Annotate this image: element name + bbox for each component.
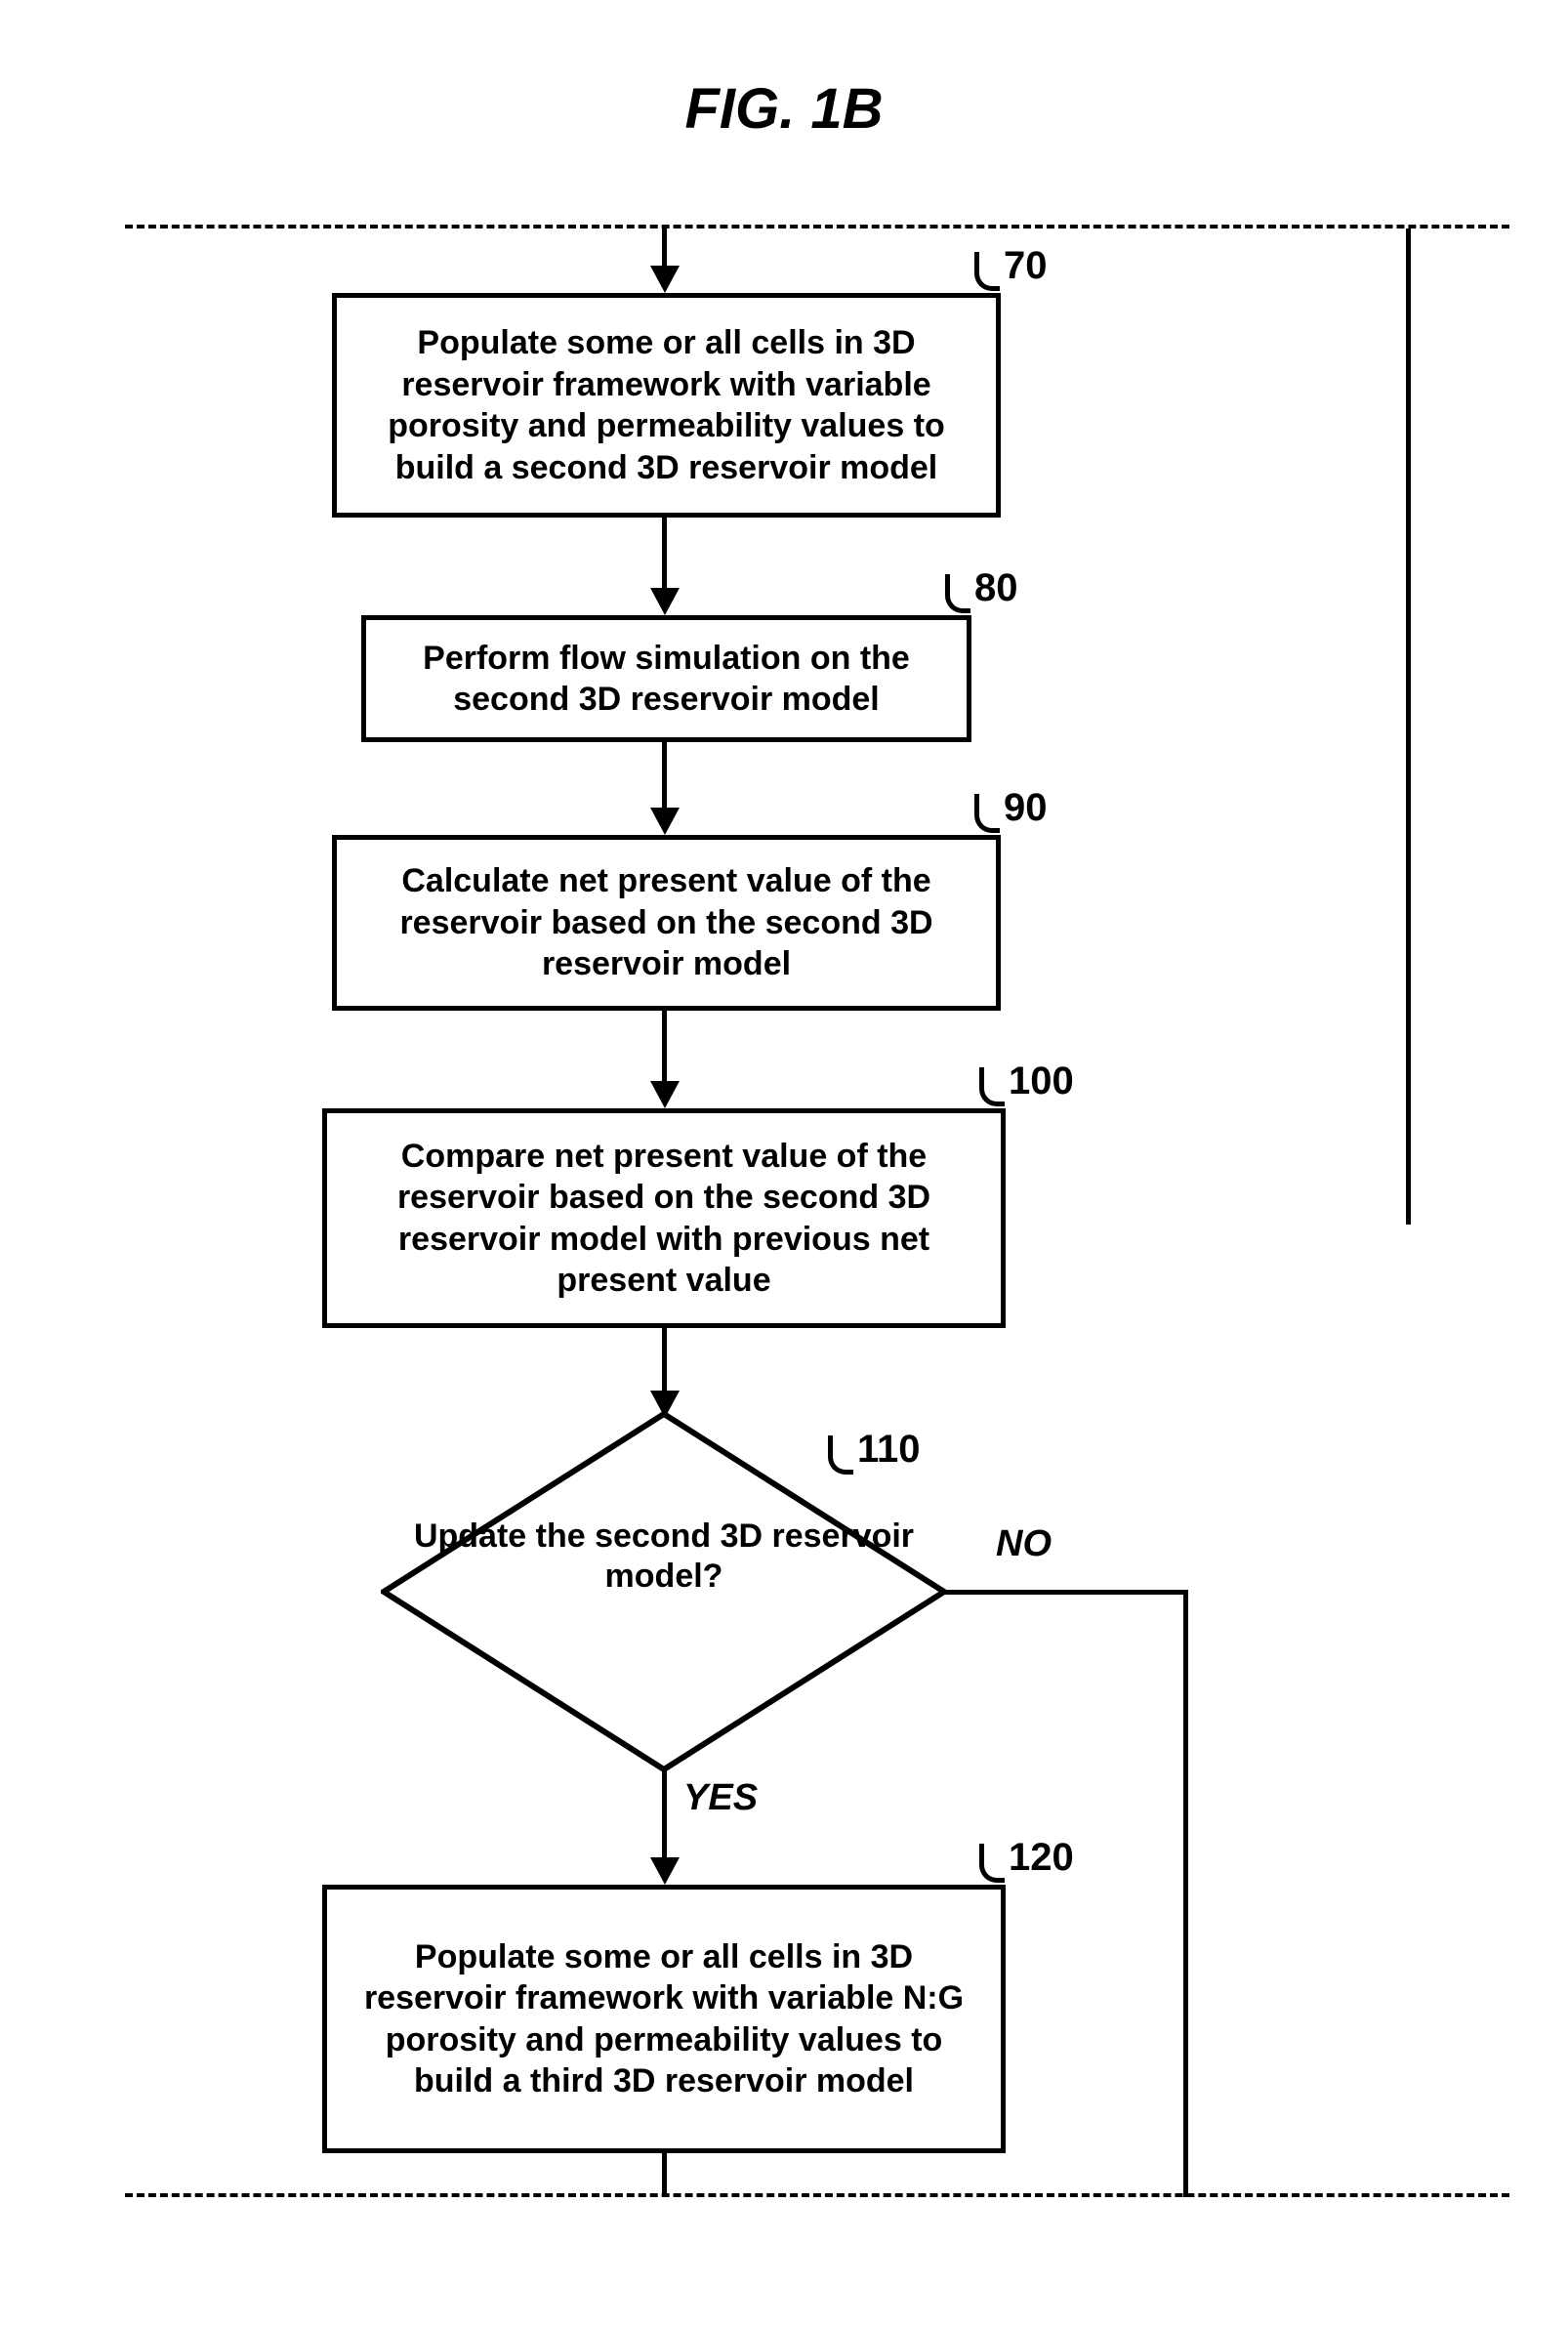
process-box-80: Perform flow simulation on the second 3D…: [361, 615, 971, 742]
arrow-90-100-head: [650, 1081, 680, 1108]
arrow-80-90-head: [650, 808, 680, 835]
no-branch-hline: [942, 1590, 1188, 1595]
ref-label-80: 80: [974, 566, 1018, 610]
ref-label-120: 120: [1009, 1836, 1074, 1880]
figure-title: FIG. 1B: [0, 76, 1568, 142]
decision-text-110: Update the second 3D reservoir model?: [381, 1517, 947, 1597]
ref-label-90: 90: [1004, 786, 1048, 830]
process-box-120: Populate some or all cells in 3D reservo…: [322, 1885, 1006, 2153]
arrow-70-80: [662, 518, 667, 594]
ref-tick-120: [979, 1844, 1005, 1883]
arrow-110-120-head: [650, 1857, 680, 1885]
ref-tick-100: [979, 1067, 1005, 1106]
arrow-70-80-head: [650, 588, 680, 615]
ref-label-100: 100: [1009, 1060, 1074, 1103]
edge-label-yes: YES: [683, 1777, 758, 1819]
ref-tick-110: [828, 1435, 853, 1475]
ref-tick-80: [945, 574, 970, 613]
frame-right-line: [1406, 229, 1411, 1225]
ref-tick-70: [974, 252, 1000, 291]
process-box-100: Compare net present value of the reservo…: [322, 1108, 1006, 1328]
arrow-out-bottom: [662, 2153, 667, 2197]
process-box-70: Populate some or all cells in 3D reservo…: [332, 293, 1001, 518]
ref-label-70: 70: [1004, 244, 1048, 288]
arrow-110-120: [662, 1769, 667, 1863]
arrow-100-110: [662, 1328, 667, 1396]
arrow-80-90: [662, 742, 667, 813]
arrow-90-100: [662, 1011, 667, 1087]
arrow-in-top: [662, 225, 667, 271]
edge-label-no: NO: [996, 1523, 1052, 1565]
no-branch-vline: [1183, 1590, 1188, 2197]
ref-label-110: 110: [857, 1428, 921, 1472]
process-box-90: Calculate net present value of the reser…: [332, 835, 1001, 1011]
ref-tick-90: [974, 794, 1000, 833]
arrow-in-top-head: [650, 266, 680, 293]
